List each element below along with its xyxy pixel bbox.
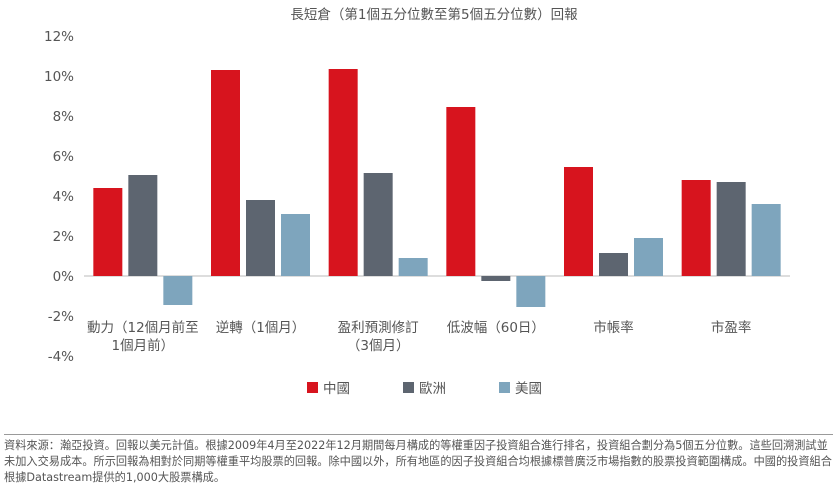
bar-美國-1 (281, 214, 310, 276)
bar-中國-5 (681, 180, 711, 276)
bar-歐洲-0 (128, 175, 158, 276)
source-note: 資料來源：瀚亞投資。回報以美元計值。根據2009年4月至2022年12月期間每月… (4, 439, 832, 484)
bar-歐洲-2 (363, 173, 393, 276)
legend: 中國 歐洲 美國 (307, 381, 542, 397)
y-axis: -4% -2% 0% 2% 4% 6% 8% 10% 12% (44, 29, 74, 365)
legend-swatch (499, 382, 510, 393)
y-tick-label: -4% (48, 349, 74, 365)
x-tick-label: 市帳率 (593, 319, 634, 336)
bar-chart: 長短倉（第1個五分位數至第5個五分位數）回報 -4% -2% 0% 2% 4% 6% 8% 1… (44, 6, 790, 397)
x-tick-label: 逆轉（1個月） (216, 320, 306, 336)
chart-title: 長短倉（第1個五分位數至第5個五分位數）回報 (290, 6, 578, 23)
bar-美國-0 (163, 276, 193, 305)
x-tick-label: （3個月） (347, 338, 410, 354)
y-tick-label: 4% (53, 189, 75, 205)
bar-中國-1 (211, 70, 240, 276)
bar-美國-3 (516, 276, 546, 307)
bar-中國-3 (446, 107, 476, 276)
bar-歐洲-5 (716, 182, 746, 276)
legend-label: 歐洲 (419, 381, 446, 397)
x-tick-label: 盈利預測修訂 (338, 320, 419, 336)
legend-swatch (403, 382, 414, 393)
x-tick-label: 低波幅（60日） (447, 320, 545, 336)
bar-中國-0 (93, 188, 123, 276)
bar-中國-2 (328, 69, 358, 276)
note-divider (4, 434, 833, 435)
bar-美國-5 (751, 204, 781, 276)
y-tick-label: 0% (53, 269, 75, 285)
legend-label: 中國 (323, 381, 350, 397)
x-tick-label: 1個月前） (112, 337, 175, 354)
x-tick-label: 市盈率 (711, 319, 752, 336)
y-tick-label: 10% (44, 69, 74, 85)
bars (93, 69, 781, 307)
bar-中國-4 (564, 167, 593, 276)
y-tick-label: 12% (44, 29, 74, 45)
legend-swatch (307, 382, 318, 393)
y-tick-label: 8% (53, 109, 75, 125)
bar-歐洲-4 (599, 253, 628, 276)
bar-歐洲-3 (481, 276, 511, 281)
bar-美國-2 (398, 258, 428, 276)
y-tick-label: 6% (53, 149, 75, 165)
bar-歐洲-1 (246, 200, 275, 276)
bar-美國-4 (634, 238, 663, 276)
y-tick-label: -2% (48, 309, 74, 325)
x-tick-label: 動力（12個月前至 (87, 319, 199, 336)
y-tick-label: 2% (53, 229, 75, 245)
legend-label: 美國 (515, 381, 542, 397)
